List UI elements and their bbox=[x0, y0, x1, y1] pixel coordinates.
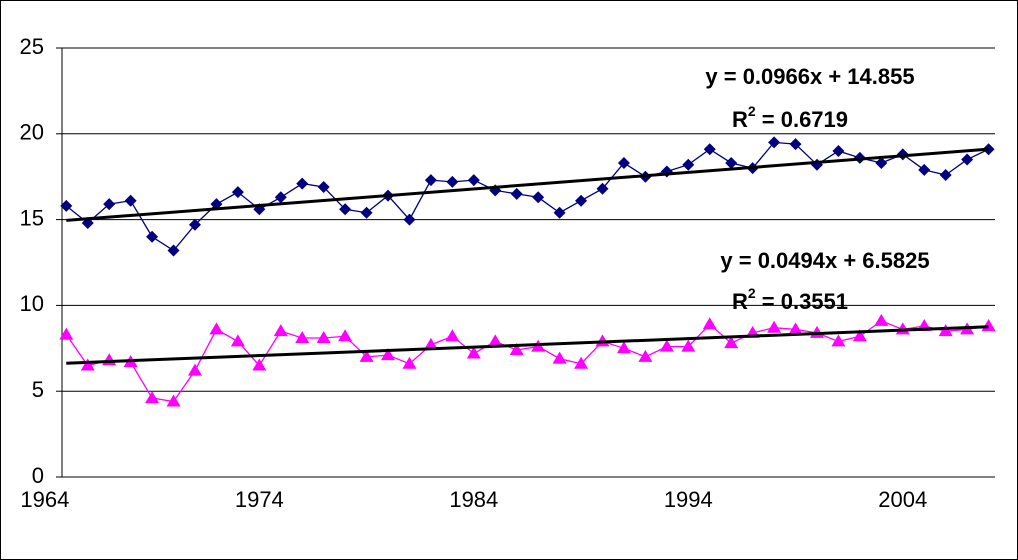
marker bbox=[403, 213, 416, 226]
marker bbox=[359, 349, 374, 362]
marker bbox=[274, 191, 287, 204]
marker bbox=[682, 158, 695, 171]
x-tick-label: 1994 bbox=[664, 487, 713, 512]
marker bbox=[638, 349, 653, 362]
marker bbox=[424, 174, 437, 187]
marker bbox=[252, 358, 267, 371]
marker bbox=[789, 138, 802, 151]
marker bbox=[617, 156, 630, 169]
marker bbox=[831, 334, 846, 347]
marker bbox=[166, 394, 181, 407]
marker bbox=[167, 244, 180, 257]
r2-value: = 0.3551 bbox=[756, 289, 848, 314]
marker bbox=[273, 324, 288, 337]
marker bbox=[681, 339, 696, 352]
marker bbox=[446, 175, 459, 188]
marker bbox=[466, 346, 481, 359]
y-tick-label: 5 bbox=[32, 377, 44, 402]
marker bbox=[339, 203, 352, 216]
marker bbox=[338, 329, 353, 342]
marker bbox=[509, 343, 524, 356]
marker bbox=[317, 180, 330, 193]
marker bbox=[832, 144, 845, 157]
x-tick-label: 1974 bbox=[235, 487, 284, 512]
trendline bbox=[66, 325, 989, 365]
marker bbox=[725, 156, 738, 169]
marker bbox=[939, 168, 952, 181]
marker bbox=[767, 320, 782, 333]
marker bbox=[510, 187, 523, 200]
r2-symbol: R bbox=[732, 289, 748, 314]
r2-value: = 0.6719 bbox=[756, 107, 848, 132]
x-tick-label: 1964 bbox=[20, 487, 69, 512]
marker bbox=[402, 356, 417, 369]
y-tick-label: 10 bbox=[20, 291, 44, 316]
marker bbox=[209, 322, 224, 335]
marker bbox=[596, 182, 609, 195]
y-tick-label: 25 bbox=[20, 34, 44, 59]
marker bbox=[874, 313, 889, 326]
marker bbox=[230, 334, 245, 347]
trendline-equation: y = 0.0494x + 6.5825 bbox=[720, 248, 929, 273]
marker bbox=[445, 329, 460, 342]
marker bbox=[616, 341, 631, 354]
marker bbox=[146, 230, 159, 243]
marker bbox=[80, 358, 95, 371]
marker bbox=[938, 324, 953, 337]
r2-symbol: R bbox=[732, 107, 748, 132]
marker bbox=[724, 336, 739, 349]
marker bbox=[60, 199, 73, 212]
marker bbox=[961, 153, 974, 166]
marker bbox=[553, 206, 566, 219]
marker bbox=[467, 174, 480, 187]
trendline-r2: R2 = 0.3551 bbox=[732, 285, 848, 314]
trendline-r2: R2 = 0.6719 bbox=[732, 103, 848, 132]
x-tick-label: 2004 bbox=[878, 487, 927, 512]
marker bbox=[488, 334, 503, 347]
marker bbox=[875, 156, 888, 169]
r2-power: 2 bbox=[748, 285, 756, 301]
marker bbox=[145, 391, 160, 404]
marker bbox=[296, 177, 309, 190]
r2-power: 2 bbox=[748, 103, 756, 119]
marker bbox=[659, 339, 674, 352]
marker bbox=[231, 186, 244, 199]
trendline bbox=[66, 147, 989, 222]
marker bbox=[574, 356, 589, 369]
marker bbox=[918, 163, 931, 176]
marker bbox=[532, 191, 545, 204]
marker bbox=[295, 331, 310, 344]
marker bbox=[188, 218, 201, 231]
marker bbox=[187, 363, 202, 376]
marker bbox=[316, 331, 331, 344]
marker bbox=[124, 194, 137, 207]
marker bbox=[788, 322, 803, 335]
x-tick-label: 1984 bbox=[449, 487, 498, 512]
marker bbox=[575, 194, 588, 207]
marker bbox=[381, 348, 396, 361]
y-tick-label: 0 bbox=[32, 463, 44, 488]
trendline-equation: y = 0.0966x + 14.855 bbox=[705, 64, 914, 89]
marker bbox=[360, 206, 373, 219]
marker bbox=[423, 337, 438, 350]
marker bbox=[552, 351, 567, 364]
marker bbox=[59, 327, 74, 340]
marker bbox=[103, 198, 116, 211]
marker bbox=[852, 329, 867, 342]
y-tick-label: 20 bbox=[20, 120, 44, 145]
y-tick-label: 15 bbox=[20, 205, 44, 230]
marker bbox=[703, 143, 716, 156]
marker bbox=[768, 136, 781, 149]
marker bbox=[702, 317, 717, 330]
